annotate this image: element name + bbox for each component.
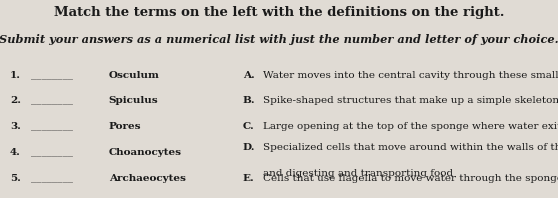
Text: B.: B. — [243, 96, 256, 106]
Text: Archaeocytes: Archaeocytes — [109, 174, 186, 183]
Text: Spike-shaped structures that make up a simple skeleton: Spike-shaped structures that make up a s… — [263, 96, 558, 106]
Text: ________: ________ — [31, 71, 73, 80]
Text: 5.: 5. — [10, 174, 21, 183]
Text: Match the terms on the left with the definitions on the right.: Match the terms on the left with the def… — [54, 6, 504, 19]
Text: ________: ________ — [31, 96, 73, 106]
Text: Spiculus: Spiculus — [109, 96, 158, 106]
Text: 2.: 2. — [10, 96, 21, 106]
Text: Choanocytes: Choanocytes — [109, 148, 182, 157]
Text: 4.: 4. — [10, 148, 21, 157]
Text: ________: ________ — [31, 174, 73, 183]
Text: Pores: Pores — [109, 122, 141, 131]
Text: E.: E. — [243, 174, 254, 183]
Text: 3.: 3. — [10, 122, 21, 131]
Text: 1.: 1. — [10, 71, 21, 80]
Text: and digesting and transporting food: and digesting and transporting food — [263, 169, 454, 178]
Text: C.: C. — [243, 122, 254, 131]
Text: Cells that use flagella to move water through the sponge to trap food: Cells that use flagella to move water th… — [263, 174, 558, 183]
Text: ________: ________ — [31, 122, 73, 131]
Text: Water moves into the central cavity through these small openings: Water moves into the central cavity thro… — [263, 71, 558, 80]
Text: D.: D. — [243, 143, 255, 152]
Text: Osculum: Osculum — [109, 71, 160, 80]
Text: Large opening at the top of the sponge where water exits: Large opening at the top of the sponge w… — [263, 122, 558, 131]
Text: Specialized cells that move around within the walls of the sponge, making spicul: Specialized cells that move around withi… — [263, 143, 558, 152]
Text: Submit your answers as a numerical list with just the number and letter of your : Submit your answers as a numerical list … — [0, 34, 558, 45]
Text: ________: ________ — [31, 148, 73, 157]
Text: A.: A. — [243, 71, 254, 80]
